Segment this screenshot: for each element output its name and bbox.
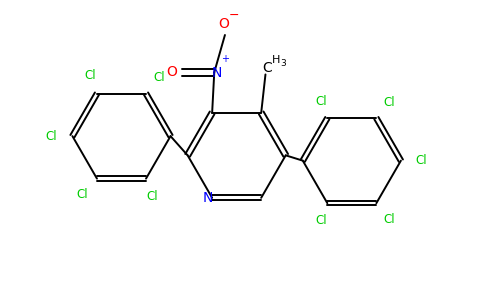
Text: Cl: Cl: [85, 69, 96, 82]
Text: C: C: [263, 61, 272, 75]
Text: Cl: Cl: [383, 96, 395, 109]
Text: O: O: [218, 17, 229, 31]
Text: O: O: [166, 65, 177, 79]
Text: H: H: [272, 55, 280, 64]
Text: 3: 3: [281, 59, 287, 68]
Text: −: −: [228, 9, 239, 22]
Text: Cl: Cl: [315, 94, 327, 108]
Text: +: +: [221, 54, 229, 64]
Text: N: N: [211, 66, 222, 80]
Text: Cl: Cl: [76, 188, 88, 201]
Text: Cl: Cl: [415, 154, 427, 167]
Text: Cl: Cl: [45, 130, 57, 142]
Text: N: N: [203, 191, 213, 205]
Text: Cl: Cl: [315, 214, 327, 227]
Text: Cl: Cl: [153, 71, 165, 84]
Text: Cl: Cl: [383, 213, 395, 226]
Text: Cl: Cl: [147, 190, 158, 203]
